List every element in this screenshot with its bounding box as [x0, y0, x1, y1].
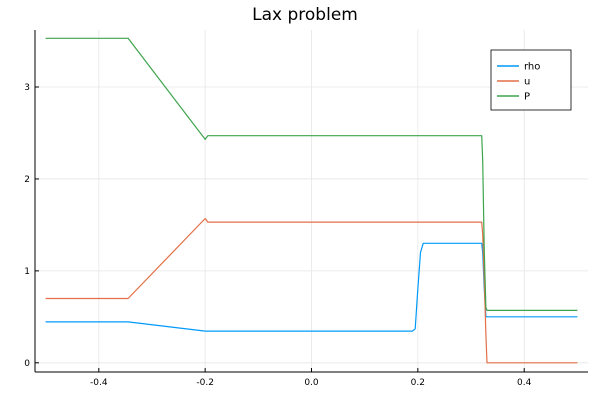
- chart-title: Lax problem: [252, 5, 358, 25]
- y-tick-label: 3: [24, 83, 30, 93]
- x-tick-label: 0.2: [411, 378, 425, 388]
- legend: rho uP: [490, 49, 572, 111]
- legend-label-p: P: [524, 92, 530, 103]
- x-tick-label: 0.4: [517, 378, 532, 388]
- series-line-u: [45, 217, 578, 364]
- x-tick-label: -0.4: [90, 378, 108, 388]
- series-group: [45, 37, 578, 364]
- y-tick-label: 0: [24, 359, 30, 369]
- y-ticks: 0 1 2 3: [24, 83, 39, 369]
- legend-label-rho: rho: [524, 62, 540, 73]
- legend-label-u: u: [524, 77, 530, 88]
- series-line-p: [45, 37, 578, 311]
- x-ticks: -0.4 -0.2 0.0 0.2 0.4: [90, 368, 532, 388]
- x-tick-label: 0.0: [304, 378, 319, 388]
- legend-box: [490, 49, 572, 111]
- x-tick-label: -0.2: [196, 378, 214, 388]
- y-tick-label: 1: [24, 267, 30, 277]
- y-tick-label: 2: [24, 175, 30, 185]
